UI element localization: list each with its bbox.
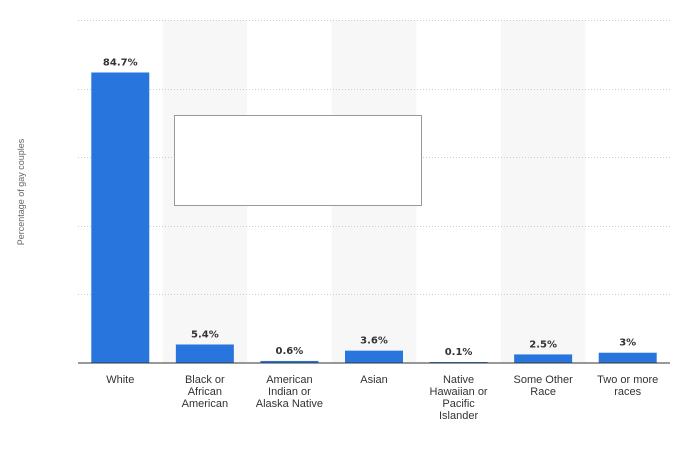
data-label: 0.1% <box>445 347 473 358</box>
blank-overlay-box <box>174 115 422 206</box>
x-tick-label: White <box>106 374 134 386</box>
data-labels: 84.7% 5.4% 0.6% 3.6% 0.1% 2.5% 3% <box>103 57 636 358</box>
x-tick-label: American Indian or Alaska Native <box>256 374 323 410</box>
column-band <box>500 20 586 363</box>
bars <box>91 72 657 363</box>
bar <box>175 344 234 363</box>
x-tick-label: Native Hawaiian or Pacific Islander <box>430 374 488 422</box>
data-label: 2.5% <box>529 339 557 350</box>
x-tick-labels: White Black or African American American Indi… <box>106 374 658 422</box>
x-tick-label: Asian <box>360 374 388 386</box>
x-tick-label: Some Other Race <box>513 374 573 398</box>
x-tick-label: Two or more races <box>597 374 658 398</box>
data-label: 84.7% <box>103 57 138 68</box>
data-label: 0.6% <box>276 346 304 357</box>
y-axis-label: Percentage of gay couples <box>16 138 26 245</box>
data-label: 3.6% <box>360 336 388 347</box>
data-label: 5.4% <box>191 329 219 340</box>
bar <box>598 352 657 363</box>
data-label: 3% <box>619 338 636 349</box>
bar <box>91 72 150 363</box>
bar <box>514 354 573 363</box>
bar <box>345 350 403 363</box>
bar <box>260 360 319 363</box>
x-tick-label: Black or African American <box>182 374 228 410</box>
